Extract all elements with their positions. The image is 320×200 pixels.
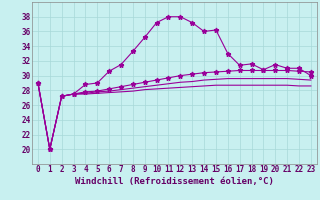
X-axis label: Windchill (Refroidissement éolien,°C): Windchill (Refroidissement éolien,°C) (75, 177, 274, 186)
